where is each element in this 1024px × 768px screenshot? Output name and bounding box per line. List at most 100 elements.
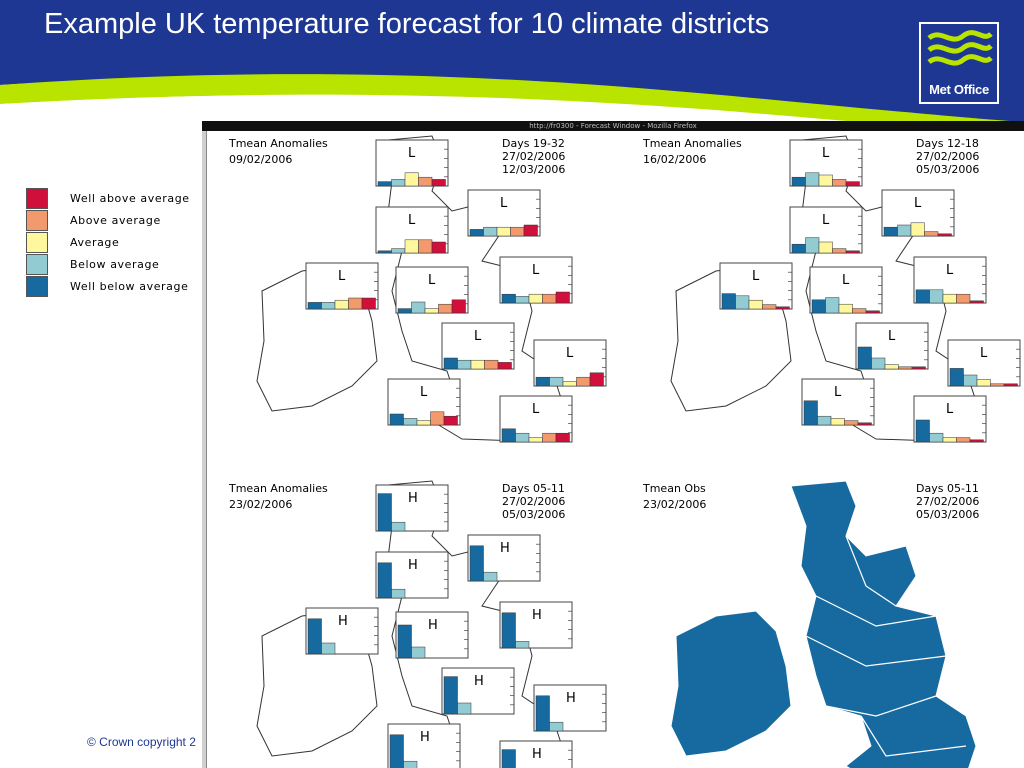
district-chart: L <box>499 256 573 304</box>
chart-bar <box>542 432 557 443</box>
chart-bar <box>748 299 763 310</box>
district-chart: H <box>395 611 469 659</box>
district-chart: H <box>499 601 573 649</box>
chart-bar <box>397 308 412 314</box>
chart-bar <box>929 289 944 304</box>
district-chart: H <box>305 607 379 655</box>
chart-bar <box>424 308 439 314</box>
forecast-panel: Tmean Anomalies 16/02/2006 Days 12-1827/02… <box>642 135 1021 443</box>
district-label: L <box>946 402 954 417</box>
chart-bar <box>562 381 577 387</box>
panel-issue-date: 23/02/2006 <box>229 498 292 511</box>
chart-bar <box>469 229 484 237</box>
chart-bar <box>418 176 433 187</box>
district-label: H <box>408 491 418 506</box>
chart-bar <box>910 222 925 237</box>
chart-bar <box>949 368 964 387</box>
chart-bar <box>791 243 806 254</box>
district-label: H <box>338 614 348 629</box>
chart-bar <box>469 545 484 582</box>
forecast-panel: Tmean Obs 23/02/2006 Days 05-1127/02/20060… <box>642 480 979 768</box>
district-chart: L <box>533 339 607 387</box>
district-chart: L <box>395 266 469 314</box>
chart-bar <box>510 226 525 237</box>
district-chart: L <box>801 378 875 426</box>
scrollbar[interactable] <box>202 131 207 768</box>
district-label: L <box>822 213 830 228</box>
district-label: L <box>842 273 850 288</box>
legend-item: Well above average <box>26 188 206 210</box>
district-chart: H <box>533 684 607 732</box>
chart-bar <box>389 734 404 768</box>
chart-bar <box>775 306 790 310</box>
chart-bar <box>431 241 446 254</box>
chart-bar <box>589 372 604 387</box>
chart-bar <box>805 172 820 187</box>
district-chart: L <box>375 139 449 187</box>
chart-bar <box>307 618 322 655</box>
chart-bar <box>969 300 984 304</box>
panel-heading: Tmean Anomalies <box>642 137 742 150</box>
district-boundary <box>845 535 897 607</box>
chart-bar <box>542 293 557 304</box>
district-chart: L <box>387 378 461 426</box>
chart-bar <box>956 293 971 304</box>
chart-bar <box>721 293 736 310</box>
chart-bar <box>549 721 564 732</box>
chart-bar <box>830 418 845 426</box>
district-label: L <box>532 263 540 278</box>
panel-period: Days 05-11 <box>916 482 979 495</box>
chart-bar <box>457 359 472 370</box>
district-boundary <box>825 695 937 717</box>
chart-bar <box>496 226 511 237</box>
chart-bar <box>942 437 957 443</box>
chart-bar <box>555 291 570 304</box>
district-chart: H <box>467 534 541 582</box>
panel-period: Days 19-32 <box>502 137 565 150</box>
chart-bar <box>762 304 777 310</box>
chart-bar <box>857 346 872 370</box>
chart-bar <box>457 702 472 715</box>
district-chart: L <box>789 206 863 254</box>
chart-bar <box>832 179 847 187</box>
district-chart: L <box>855 322 929 370</box>
chart-bar <box>523 224 538 237</box>
chart-bar <box>865 310 880 314</box>
panel-start: 27/02/2006 <box>916 150 979 163</box>
panel-start: 27/02/2006 <box>502 495 565 508</box>
chart-bar <box>817 415 832 426</box>
met-office-logo: Met Office <box>919 22 999 104</box>
chart-bar <box>361 297 376 310</box>
chart-bar <box>377 181 392 187</box>
chart-bar <box>470 359 485 370</box>
forecast-panel: Tmean Anomalies 09/02/2006 Days 19-3227/02… <box>228 135 607 443</box>
chart-bar <box>377 493 392 532</box>
browser-window: http://fr0300 - Forecast Window - Mozill… <box>202 121 1024 768</box>
panel-start: 27/02/2006 <box>502 150 565 163</box>
copyright-text: © Crown copyright 2 <box>87 735 196 749</box>
legend-swatch <box>26 210 48 231</box>
chart-bar <box>911 366 926 370</box>
district-label: H <box>500 541 510 556</box>
district-label: L <box>420 385 428 400</box>
chart-bar <box>845 250 860 254</box>
chart-bar <box>411 301 426 314</box>
slide-title: Example UK temperature forecast for 10 c… <box>44 8 770 40</box>
chart-bar <box>438 303 453 314</box>
district-chart: L <box>441 322 515 370</box>
chart-frame <box>947 339 1021 387</box>
panel-start: 27/02/2006 <box>916 495 979 508</box>
chart-bar <box>844 420 859 426</box>
region-outline <box>670 610 792 757</box>
district-chart: L <box>467 189 541 237</box>
legend-item: Well below average <box>26 276 206 298</box>
district-label: L <box>474 329 482 344</box>
chart-bar <box>501 428 516 443</box>
district-label: L <box>408 213 416 228</box>
chart-bar <box>818 241 833 254</box>
district-chart: H <box>499 740 573 768</box>
chart-bar <box>803 400 818 426</box>
chart-bar <box>501 612 516 649</box>
district-label: L <box>532 402 540 417</box>
chart-bar <box>497 362 512 370</box>
